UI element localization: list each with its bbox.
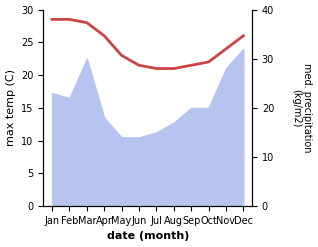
Y-axis label: med. precipitation
(kg/m2): med. precipitation (kg/m2) [291,63,313,153]
X-axis label: date (month): date (month) [107,231,189,242]
Y-axis label: max temp (C): max temp (C) [5,69,16,146]
